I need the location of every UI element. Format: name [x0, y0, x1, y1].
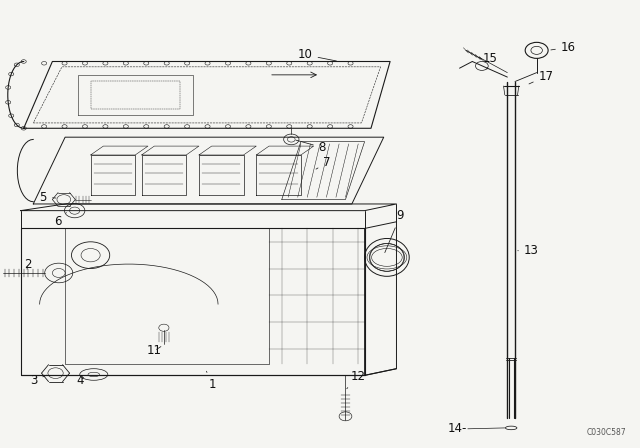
- Text: 2: 2: [24, 258, 31, 271]
- Text: 4: 4: [77, 374, 84, 387]
- Text: 7: 7: [316, 156, 331, 169]
- Text: 17: 17: [529, 70, 554, 84]
- Text: 11: 11: [147, 345, 162, 358]
- Text: 15: 15: [483, 52, 497, 69]
- Text: 3: 3: [30, 374, 47, 387]
- Text: 9: 9: [385, 210, 404, 253]
- Text: 6: 6: [54, 213, 67, 228]
- Text: 12: 12: [347, 370, 365, 389]
- Text: 13: 13: [518, 244, 539, 257]
- Text: 1: 1: [207, 371, 216, 391]
- Text: 10: 10: [298, 48, 337, 61]
- Text: 8: 8: [296, 140, 326, 154]
- Text: 14-: 14-: [447, 422, 467, 435]
- Text: C030C587: C030C587: [586, 428, 626, 437]
- Text: 16: 16: [551, 41, 576, 54]
- Text: 5: 5: [40, 191, 56, 204]
